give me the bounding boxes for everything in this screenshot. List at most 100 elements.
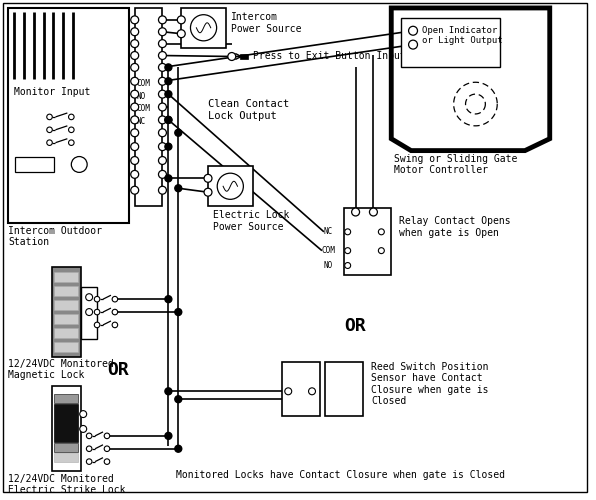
Circle shape: [165, 432, 172, 440]
Circle shape: [175, 130, 182, 136]
FancyBboxPatch shape: [54, 443, 78, 452]
Circle shape: [344, 229, 350, 235]
Circle shape: [165, 78, 172, 84]
Circle shape: [131, 28, 139, 36]
Circle shape: [191, 14, 216, 41]
FancyBboxPatch shape: [240, 54, 247, 60]
Circle shape: [131, 142, 139, 150]
FancyBboxPatch shape: [51, 268, 81, 356]
Circle shape: [159, 16, 166, 24]
Text: Monitored Locks have Contact Closure when gate is Closed: Monitored Locks have Contact Closure whe…: [176, 470, 505, 480]
Circle shape: [80, 410, 86, 418]
FancyBboxPatch shape: [344, 208, 391, 276]
Circle shape: [86, 459, 92, 464]
FancyBboxPatch shape: [54, 394, 78, 403]
Text: Intercom
Power Source: Intercom Power Source: [231, 12, 302, 34]
Circle shape: [46, 114, 52, 119]
Circle shape: [131, 186, 139, 194]
Text: Clean Contact
Lock Output: Clean Contact Lock Output: [208, 99, 289, 120]
Text: Open Indicator
or Light Output: Open Indicator or Light Output: [422, 26, 502, 45]
Circle shape: [159, 28, 166, 36]
Circle shape: [69, 114, 74, 119]
Circle shape: [204, 188, 212, 196]
Circle shape: [175, 185, 182, 192]
Circle shape: [131, 103, 139, 111]
Circle shape: [159, 170, 166, 178]
Circle shape: [159, 64, 166, 72]
Circle shape: [177, 30, 185, 38]
Circle shape: [131, 40, 139, 48]
Text: Relay Contact Opens
when gate is Open: Relay Contact Opens when gate is Open: [399, 216, 511, 238]
Circle shape: [378, 229, 384, 235]
Text: Press to Exit Button Input: Press to Exit Button Input: [253, 52, 405, 62]
Circle shape: [165, 116, 172, 123]
Circle shape: [94, 296, 100, 302]
Circle shape: [131, 52, 139, 60]
Circle shape: [112, 296, 117, 302]
Circle shape: [159, 52, 166, 60]
Circle shape: [352, 208, 359, 216]
Circle shape: [165, 116, 172, 123]
Text: NO: NO: [136, 92, 146, 100]
Circle shape: [228, 52, 236, 60]
Text: Swing or Sliding Gate
Motor Controller: Swing or Sliding Gate Motor Controller: [394, 154, 517, 175]
Text: 12/24VDC Monitored
Magnetic Lock: 12/24VDC Monitored Magnetic Lock: [8, 358, 114, 380]
Circle shape: [159, 116, 166, 124]
Circle shape: [69, 140, 74, 145]
Text: Reed Switch Position
Sensor have Contact
Closure when gate is
Closed: Reed Switch Position Sensor have Contact…: [371, 362, 489, 406]
Circle shape: [159, 156, 166, 164]
Circle shape: [217, 173, 243, 200]
Circle shape: [177, 16, 185, 24]
Text: OR: OR: [344, 317, 367, 335]
Circle shape: [165, 64, 172, 71]
Circle shape: [72, 156, 87, 172]
Circle shape: [94, 310, 100, 315]
Circle shape: [86, 446, 92, 452]
Circle shape: [285, 388, 291, 395]
Circle shape: [112, 310, 117, 315]
Circle shape: [159, 90, 166, 98]
FancyBboxPatch shape: [51, 386, 81, 470]
Text: COM: COM: [322, 246, 336, 255]
Circle shape: [94, 322, 100, 328]
Circle shape: [344, 248, 350, 254]
FancyBboxPatch shape: [54, 272, 78, 282]
FancyBboxPatch shape: [135, 8, 163, 206]
FancyBboxPatch shape: [8, 8, 129, 223]
Circle shape: [131, 170, 139, 178]
Text: NC: NC: [324, 228, 333, 236]
Text: NC: NC: [136, 118, 146, 126]
Circle shape: [112, 322, 117, 328]
FancyBboxPatch shape: [283, 362, 320, 416]
FancyBboxPatch shape: [54, 286, 78, 296]
Circle shape: [131, 78, 139, 85]
FancyBboxPatch shape: [81, 288, 97, 339]
FancyBboxPatch shape: [54, 342, 78, 351]
Circle shape: [159, 40, 166, 48]
Circle shape: [104, 459, 110, 464]
Circle shape: [165, 175, 172, 182]
Circle shape: [86, 294, 92, 300]
Circle shape: [409, 26, 418, 35]
Circle shape: [86, 433, 92, 438]
Circle shape: [104, 446, 110, 452]
Circle shape: [159, 129, 166, 136]
Circle shape: [46, 127, 52, 132]
FancyBboxPatch shape: [54, 328, 78, 338]
FancyBboxPatch shape: [325, 362, 362, 416]
Circle shape: [80, 426, 86, 432]
Text: COM: COM: [136, 78, 151, 88]
Circle shape: [131, 129, 139, 136]
FancyBboxPatch shape: [54, 404, 78, 442]
Circle shape: [175, 308, 182, 316]
Text: Intercom Outdoor
Station: Intercom Outdoor Station: [8, 226, 102, 248]
Circle shape: [131, 64, 139, 72]
FancyBboxPatch shape: [15, 156, 54, 172]
Circle shape: [165, 143, 172, 150]
Circle shape: [69, 127, 74, 132]
FancyBboxPatch shape: [401, 18, 500, 68]
Circle shape: [344, 262, 350, 268]
Text: Electric Lock
Power Source: Electric Lock Power Source: [213, 210, 289, 232]
Circle shape: [104, 433, 110, 438]
Circle shape: [165, 90, 172, 98]
